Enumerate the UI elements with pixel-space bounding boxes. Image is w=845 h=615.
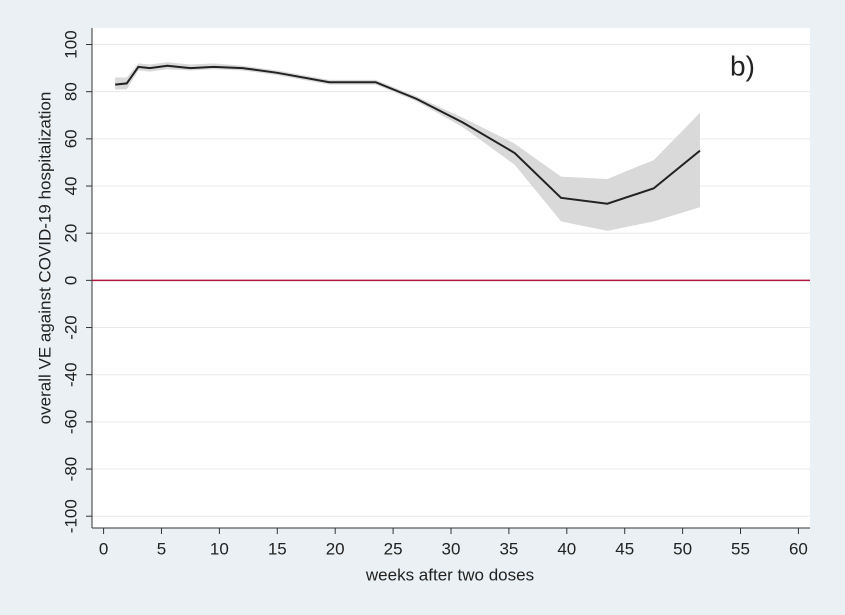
x-tick-label: 30 (442, 539, 461, 558)
x-tick-label: 20 (326, 539, 345, 558)
y-tick-label: 20 (61, 224, 80, 243)
x-axis-label: weeks after two doses (365, 565, 534, 584)
y-tick-label: 40 (61, 177, 80, 196)
x-tick-label: 40 (557, 539, 576, 558)
confidence-band (115, 62, 700, 231)
y-tick-label: -60 (61, 410, 80, 435)
y-tick-label: 100 (61, 30, 80, 58)
y-tick-label: 0 (61, 276, 80, 285)
y-tick-label: -80 (61, 457, 80, 482)
y-tick-label: 60 (61, 129, 80, 148)
x-tick-label: 60 (789, 539, 808, 558)
y-tick-label: -40 (61, 362, 80, 387)
plot-area (92, 28, 810, 528)
panel-label: b) (730, 50, 755, 81)
y-tick-label: 80 (61, 82, 80, 101)
x-tick-label: 25 (384, 539, 403, 558)
x-tick-label: 55 (731, 539, 750, 558)
y-tick-label: -20 (61, 315, 80, 340)
y-axis-label: overall VE against COVID-19 hospitalizat… (35, 92, 54, 425)
y-tick-label: -100 (61, 499, 80, 533)
x-tick-label: 35 (499, 539, 518, 558)
x-tick-label: 0 (99, 539, 108, 558)
x-tick-label: 15 (268, 539, 287, 558)
line (115, 64, 701, 205)
x-tick-label: 50 (673, 539, 692, 558)
x-tick-label: 5 (157, 539, 166, 558)
x-tick-label: 45 (615, 539, 634, 558)
x-tick-label: 10 (210, 539, 229, 558)
